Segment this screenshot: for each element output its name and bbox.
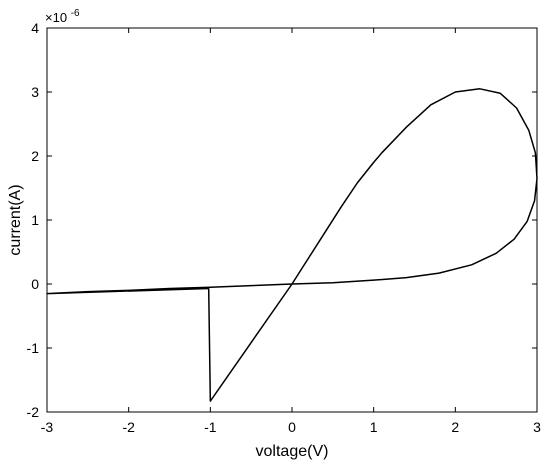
y-tick-label: 4 [31, 20, 39, 36]
series-line [46, 88, 538, 402]
x-axis-label: voltage(V) [256, 443, 329, 460]
x-tick-label: 1 [370, 419, 378, 435]
x-tick-label: 3 [533, 419, 541, 435]
y-tick-label: -2 [27, 404, 40, 420]
y-tick-label: 1 [31, 212, 39, 228]
y-axis-ticks: -2 -1 0 1 2 3 4 [27, 20, 537, 420]
x-tick-label: -2 [122, 419, 135, 435]
y-axis-exponent: ×10 -6 [45, 8, 80, 25]
y-tick-label: -1 [27, 340, 40, 356]
x-axis-ticks: -3 -2 -1 0 1 2 3 [41, 28, 541, 435]
y-axis-exponent-power: -6 [71, 8, 80, 19]
x-tick-label: 2 [451, 419, 459, 435]
x-tick-label: -1 [204, 419, 217, 435]
y-tick-label: 3 [31, 84, 39, 100]
series-layer [46, 88, 538, 402]
y-tick-label: 0 [31, 276, 39, 292]
x-tick-label: -3 [41, 419, 54, 435]
plot-area [46, 27, 538, 413]
y-tick-label: 2 [31, 148, 39, 164]
y-axis-label: current(A) [7, 184, 24, 255]
x-tick-label: 0 [288, 419, 296, 435]
y-axis-exponent-base: ×10 [45, 10, 67, 25]
